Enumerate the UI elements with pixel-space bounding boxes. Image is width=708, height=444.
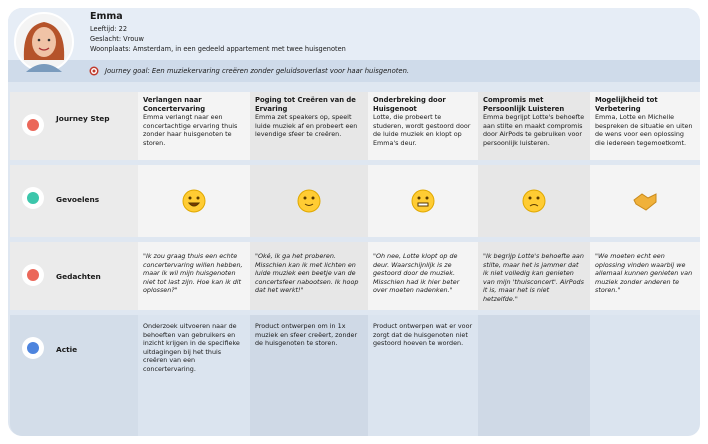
cell: Poging tot Creëren van de Ervaring Emma z… bbox=[250, 92, 368, 160]
step-title: Verlangen naar Concertervaring bbox=[143, 96, 206, 113]
goal-icon bbox=[89, 66, 99, 76]
cell: "Oh nee, Lotte klopt op de deur. Waarsch… bbox=[368, 242, 478, 310]
journey-goal: Journey goal: Een muziekervaring creëren… bbox=[105, 67, 410, 75]
cell: Onderbreking door Huisgenoot Lotte, die p… bbox=[368, 92, 478, 160]
row-label-cell bbox=[10, 315, 138, 436]
cell: Onderzoek uitvoeren naar de behoeften va… bbox=[138, 315, 250, 436]
cell: Mogelijkheid tot Verbetering Emma, Lotte … bbox=[590, 92, 700, 160]
cell bbox=[138, 165, 250, 237]
cell: "Ik zou graag thuis een echte concerterv… bbox=[138, 242, 250, 310]
persona-header bbox=[8, 8, 700, 60]
avatar bbox=[14, 12, 74, 72]
persona-gender: Geslacht: Vrouw bbox=[90, 35, 144, 43]
cell: Verlangen naar Concertervaring Emma verla… bbox=[138, 92, 250, 160]
row-label: Journey Step bbox=[56, 114, 110, 123]
cell bbox=[590, 165, 700, 237]
cell bbox=[368, 165, 478, 237]
step-text: Lotte, die probeert te studeren, wordt g… bbox=[373, 113, 471, 147]
cell: "Ik begrijp Lotte's behoefte aan stilte,… bbox=[478, 242, 590, 310]
persona-name: Emma bbox=[90, 11, 123, 22]
goal-bar bbox=[8, 60, 700, 82]
cell: "Oké, ik ga het proberen. Misschien kan … bbox=[250, 242, 368, 310]
row-icon bbox=[22, 264, 44, 286]
cell: Product ontwerpen om in 1x muziek en sfe… bbox=[250, 315, 368, 436]
cell: "We moeten echt een oplossing vinden waa… bbox=[590, 242, 700, 310]
step-title: Onderbreking door Huisgenoot bbox=[373, 96, 446, 113]
row-label: Gevoelens bbox=[56, 195, 100, 204]
step-title: Poging tot Creëren van de Ervaring bbox=[255, 96, 356, 113]
row-label: Actie bbox=[56, 345, 78, 354]
cell bbox=[478, 165, 590, 237]
persona-age: Leeftijd: 22 bbox=[90, 25, 128, 33]
cell bbox=[478, 315, 590, 436]
step-title: Mogelijkheid tot Verbetering bbox=[595, 96, 658, 113]
row-icon bbox=[22, 114, 44, 136]
step-text: Emma verlangt naar een concertachtige er… bbox=[143, 113, 238, 147]
row-label: Gedachten bbox=[56, 272, 101, 281]
step-title: Compromis met Persoonlijk Luisteren bbox=[483, 96, 565, 113]
cell bbox=[250, 165, 368, 237]
step-text: Emma, Lotte en Michelle bespreken de sit… bbox=[595, 113, 693, 147]
row-icon bbox=[22, 337, 44, 359]
step-text: Emma begrijpt Lotte's behoefte aan stilt… bbox=[483, 113, 585, 147]
cell: Product ontwerpen wat er voor zorgt dat … bbox=[368, 315, 478, 436]
row-icon bbox=[22, 187, 44, 209]
cell: Compromis met Persoonlijk Luisteren Emma … bbox=[478, 92, 590, 160]
persona-residence: Woonplaats: Amsterdam, in een gedeeld ap… bbox=[90, 45, 346, 53]
cell bbox=[590, 315, 700, 436]
step-text: Emma zet speakers op, speelt luide muzie… bbox=[255, 113, 358, 139]
